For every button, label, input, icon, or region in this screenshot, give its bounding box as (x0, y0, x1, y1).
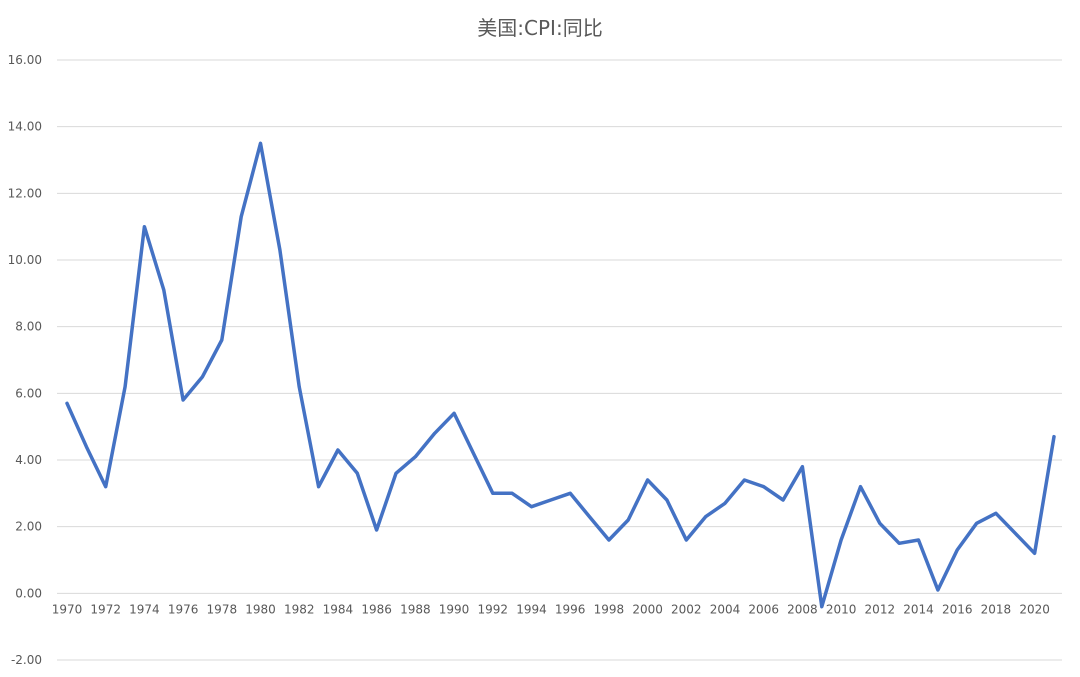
x-tick-label: 1998 (594, 602, 625, 616)
data-point (104, 485, 108, 489)
x-tick-label: 2006 (748, 602, 779, 616)
data-point (781, 498, 785, 502)
y-tick-label: -2.00 (11, 653, 42, 667)
data-point (936, 588, 940, 592)
data-point (1052, 435, 1056, 439)
data-point (201, 375, 205, 379)
data-point (742, 478, 746, 482)
data-point (665, 498, 669, 502)
data-point (530, 505, 534, 509)
data-point (549, 498, 553, 502)
data-point (65, 401, 69, 405)
x-tick-label: 2002 (671, 602, 702, 616)
x-tick-label: 2010 (826, 602, 857, 616)
data-point (433, 431, 437, 435)
x-tick-label: 1986 (361, 602, 392, 616)
series-line (65, 141, 1056, 609)
data-point (259, 141, 263, 145)
y-tick-label: 4.00 (15, 453, 42, 467)
data-point (162, 288, 166, 292)
x-tick-label: 1978 (207, 602, 238, 616)
x-tick-label: 2018 (981, 602, 1012, 616)
data-point (839, 538, 843, 542)
y-tick-label: 8.00 (15, 320, 42, 334)
x-tick-label: 1976 (168, 602, 199, 616)
data-point (646, 478, 650, 482)
x-tick-label: 2012 (865, 602, 896, 616)
x-tick-label: 2008 (787, 602, 818, 616)
y-axis-labels: 16.00 14.00 12.00 10.00 8.00 6.00 4.00 2.00 0.00… (8, 53, 42, 667)
data-point (336, 448, 340, 452)
data-point (762, 485, 766, 489)
x-tick-label: 2020 (1019, 602, 1050, 616)
data-point (607, 538, 611, 542)
x-tick-label: 2016 (942, 602, 973, 616)
data-point (994, 511, 998, 515)
y-tick-label: 10.00 (8, 253, 42, 267)
data-point (800, 465, 804, 469)
data-point (491, 491, 495, 495)
x-tick-label: 2000 (632, 602, 663, 616)
data-point (375, 528, 379, 532)
data-point (626, 518, 630, 522)
series-layer (65, 141, 1056, 609)
data-point (394, 471, 398, 475)
x-tick-label: 1988 (400, 602, 431, 616)
data-point (355, 471, 359, 475)
data-point (568, 491, 572, 495)
grid-lines (57, 59, 1062, 661)
y-tick-label: 16.00 (8, 53, 42, 67)
x-tick-label: 2014 (903, 602, 934, 616)
data-point (723, 501, 727, 505)
x-tick-label: 1972 (90, 602, 121, 616)
x-tick-label: 1974 (129, 602, 160, 616)
x-tick-label: 1994 (516, 602, 547, 616)
data-point (142, 225, 146, 229)
x-tick-label: 1990 (439, 602, 470, 616)
data-point (297, 385, 301, 389)
data-point (588, 515, 592, 519)
data-point (878, 521, 882, 525)
y-tick-label: 14.00 (8, 120, 42, 134)
data-point (820, 605, 824, 609)
data-point (510, 491, 514, 495)
x-tick-label: 1980 (245, 602, 276, 616)
x-tick-label: 1996 (555, 602, 586, 616)
y-tick-label: 12.00 (8, 186, 42, 200)
data-point (1013, 531, 1017, 535)
y-tick-label: 0.00 (15, 586, 42, 600)
data-point (897, 541, 901, 545)
data-point (471, 451, 475, 455)
data-point (123, 385, 127, 389)
y-tick-label: 6.00 (15, 386, 42, 400)
data-point (181, 398, 185, 402)
data-point (684, 538, 688, 542)
data-point (239, 215, 243, 219)
x-tick-label: 1984 (323, 602, 354, 616)
y-tick-label: 2.00 (15, 520, 42, 534)
data-point (317, 485, 321, 489)
x-tick-label: 2004 (710, 602, 741, 616)
data-point (220, 338, 224, 342)
data-point (452, 411, 456, 415)
data-point (955, 548, 959, 552)
data-point (859, 485, 863, 489)
data-point (917, 538, 921, 542)
x-tick-label: 1992 (477, 602, 508, 616)
x-axis-labels: 1970 1972 1974 1976 1978 1980 1982 1984 1986 1988… (52, 602, 1050, 616)
data-point (704, 515, 708, 519)
chart-title: 美国:CPI:同比 (477, 16, 603, 40)
data-point (278, 248, 282, 252)
data-point (413, 455, 417, 459)
data-point (975, 521, 979, 525)
data-point (1033, 551, 1037, 555)
x-tick-label: 1982 (284, 602, 315, 616)
x-tick-label: 1970 (52, 602, 83, 616)
data-point (84, 445, 88, 449)
